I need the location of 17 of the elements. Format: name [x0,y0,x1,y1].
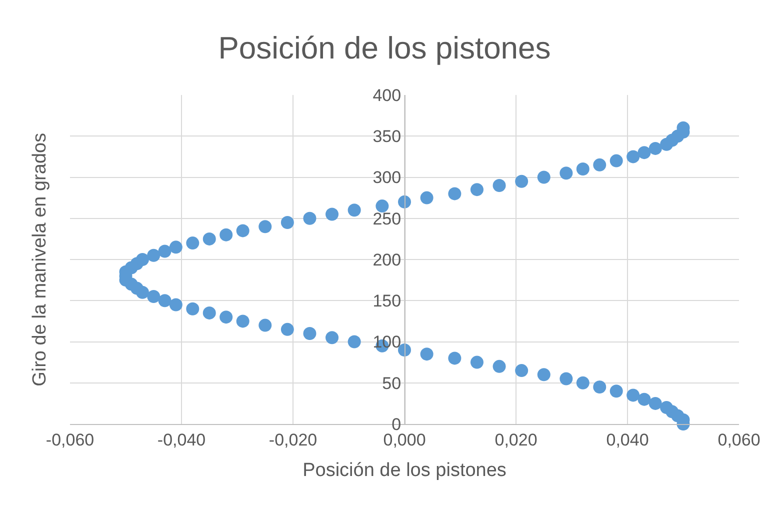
y-tick-label: 50 [382,374,402,393]
y-tick-label: 150 [372,292,402,311]
x-tick-label: 0,020 [494,430,538,450]
y-tick-label: 300 [372,168,402,188]
y-axis-title: Giro de la manivela en grados [29,132,50,386]
x-tick-label: 0,060 [718,430,760,450]
x-axis-title: Posición de los pistones [302,460,506,482]
x-tick-label: -0,060 [46,430,94,450]
x-tick-label: -0,040 [157,430,206,450]
x-tick-label: 0,040 [606,430,649,450]
x-tick-label: -0,020 [268,430,318,450]
y-tick-label: 200 [372,250,402,270]
y-tick-label: 350 [372,127,402,146]
y-tick-label: 400 [372,86,402,105]
y-tick-label: 100 [372,332,402,352]
y-tick-label: 250 [372,209,402,228]
chart-title: Posición de los pistones [218,30,551,66]
